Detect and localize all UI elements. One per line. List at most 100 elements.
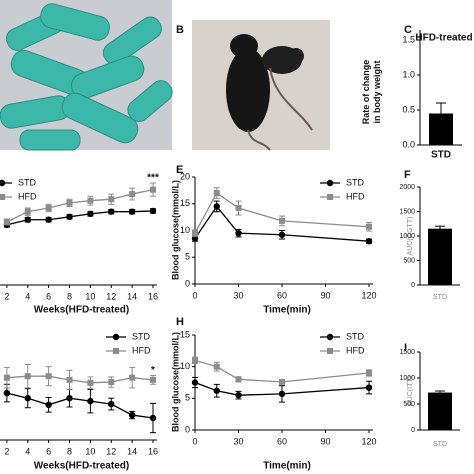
point — [129, 191, 136, 198]
legend-marker — [326, 179, 334, 187]
line — [6, 375, 154, 384]
x-tick-label: 16 — [148, 446, 158, 456]
point — [87, 210, 94, 218]
x-tick-label: 14 — [127, 446, 137, 456]
x-tick-label: 60 — [277, 290, 287, 300]
chart-title: HFD-treated — [415, 33, 472, 44]
point — [213, 363, 220, 370]
x-axis-label: Time(min) — [263, 305, 311, 316]
point — [365, 238, 373, 245]
point — [191, 379, 199, 386]
point — [87, 379, 94, 386]
x-tick-label: 8 — [67, 446, 72, 456]
x-tick-label: 90 — [320, 290, 330, 300]
point — [87, 397, 94, 405]
x-tick-label: 12 — [106, 446, 116, 456]
x-tick-label: 0 — [192, 290, 197, 300]
x-tick-label: 4 — [25, 446, 30, 456]
y-tick-label: 5 — [185, 252, 190, 262]
point — [24, 373, 31, 380]
y-tick-label: 1500 — [399, 208, 415, 215]
point — [66, 395, 73, 402]
point — [235, 229, 242, 237]
y-tick-label: 1.0 — [402, 69, 415, 79]
point — [279, 378, 285, 385]
y-tick-label: 500 — [403, 257, 415, 264]
x-tick-label: 4 — [25, 291, 30, 301]
point — [24, 216, 31, 223]
x-tick-label: 2 — [4, 446, 9, 456]
x-tick-label: 10 — [85, 446, 95, 456]
point — [45, 216, 52, 223]
point — [235, 391, 242, 399]
bar — [429, 113, 453, 145]
bar — [428, 392, 452, 430]
y-tick-label: 10 — [180, 225, 190, 235]
panel-label: B — [176, 24, 184, 36]
point — [108, 379, 115, 386]
y-tick-label: 15 — [180, 329, 190, 339]
panel-label: F — [404, 169, 411, 181]
x-tick-label: 12 — [106, 291, 116, 301]
legend-label: HFD — [18, 191, 37, 201]
legend-marker — [113, 348, 119, 354]
bar — [428, 228, 452, 285]
x-tick-label: 8 — [67, 291, 72, 301]
point — [129, 374, 136, 381]
point — [149, 207, 157, 215]
legend-label: STD — [18, 177, 37, 187]
point — [45, 205, 52, 211]
point — [150, 376, 156, 383]
x-tick-label: 120 — [361, 290, 376, 300]
point — [87, 197, 94, 204]
y-tick-label: 0 — [185, 278, 190, 288]
point — [192, 230, 198, 237]
x-tick-label: 16 — [148, 291, 158, 301]
point — [278, 231, 286, 238]
point — [278, 390, 286, 398]
x-tick-label: 120 — [361, 436, 376, 446]
y-tick-label: 0 — [185, 424, 190, 434]
y-tick-label: 0.0 — [402, 139, 415, 149]
x-tick-label: STD — [433, 294, 447, 301]
line — [6, 210, 154, 226]
legend-marker — [112, 333, 120, 341]
y-tick-label: 1000 — [399, 375, 415, 382]
legend-marker — [326, 333, 334, 341]
point — [366, 370, 372, 376]
legend-label: HFD — [132, 345, 151, 355]
x-tick-label: 10 — [85, 291, 95, 301]
x-tick-label: 14 — [127, 291, 137, 301]
x-tick-label: 6 — [46, 291, 51, 301]
line — [194, 359, 370, 383]
line — [194, 192, 370, 234]
point — [66, 376, 73, 383]
point — [3, 218, 10, 225]
point — [24, 395, 31, 402]
y-tick-label: 10 — [180, 361, 190, 371]
y-axis-label: AUC(OGTT) — [407, 217, 414, 256]
point — [108, 208, 115, 215]
y-tick-label: 5 — [185, 393, 190, 403]
point — [108, 196, 115, 203]
x-axis-label: Time(min) — [263, 461, 311, 472]
y-tick-label: 0 — [411, 427, 415, 434]
y-tick-label: 20 — [180, 171, 190, 181]
x-tick-label: 30 — [233, 436, 243, 446]
photo-pellets — [0, 0, 173, 151]
point — [128, 411, 136, 419]
x-tick-label: 6 — [46, 446, 51, 456]
y-tick-label: 0.5 — [402, 104, 415, 114]
panel-label: H — [176, 316, 184, 328]
point — [192, 357, 198, 364]
point — [213, 203, 220, 210]
y-axis-label: Blood glucose(mmol/L) — [170, 180, 180, 280]
point — [3, 374, 10, 381]
x-tick-label: 30 — [233, 290, 243, 300]
x-tick-label: 60 — [277, 436, 287, 446]
point — [24, 208, 31, 215]
legend-marker — [0, 179, 6, 187]
legend-label: STD — [346, 177, 365, 187]
